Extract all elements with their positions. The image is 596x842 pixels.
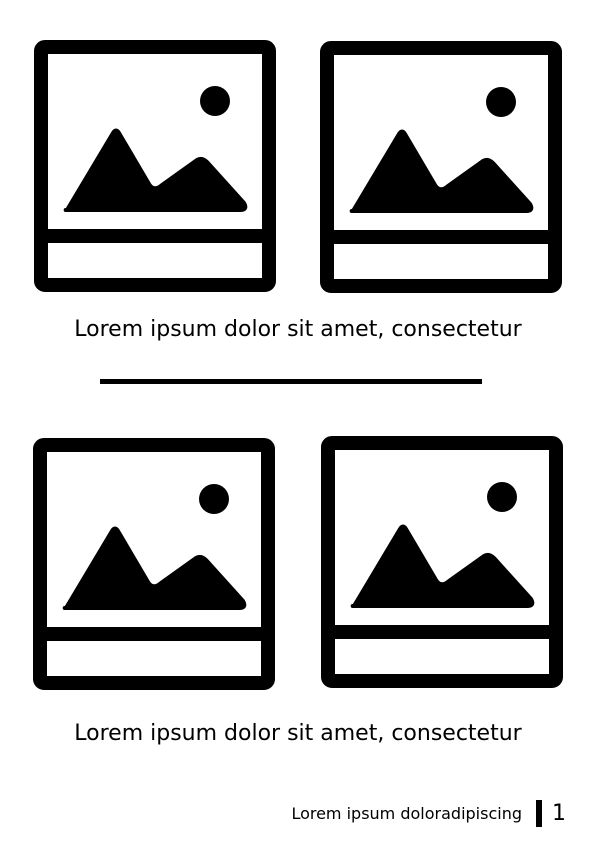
section-1-caption: Lorem ipsum dolor sit amet, consectetur xyxy=(74,317,522,342)
footer-text: Lorem ipsum doloradipiscing xyxy=(291,803,522,823)
page-number: 1 xyxy=(552,800,566,826)
section-2-caption: Lorem ipsum dolor sit amet, consectetur xyxy=(74,721,522,746)
image-placeholder-icon xyxy=(34,40,276,292)
image-placeholder-icon xyxy=(321,436,563,688)
section-divider xyxy=(100,379,482,384)
image-placeholder-icon xyxy=(320,41,562,293)
page-footer: Lorem ipsum doloradipiscing 1 xyxy=(291,798,566,828)
footer-separator xyxy=(536,799,542,827)
image-placeholder-icon xyxy=(33,438,275,690)
